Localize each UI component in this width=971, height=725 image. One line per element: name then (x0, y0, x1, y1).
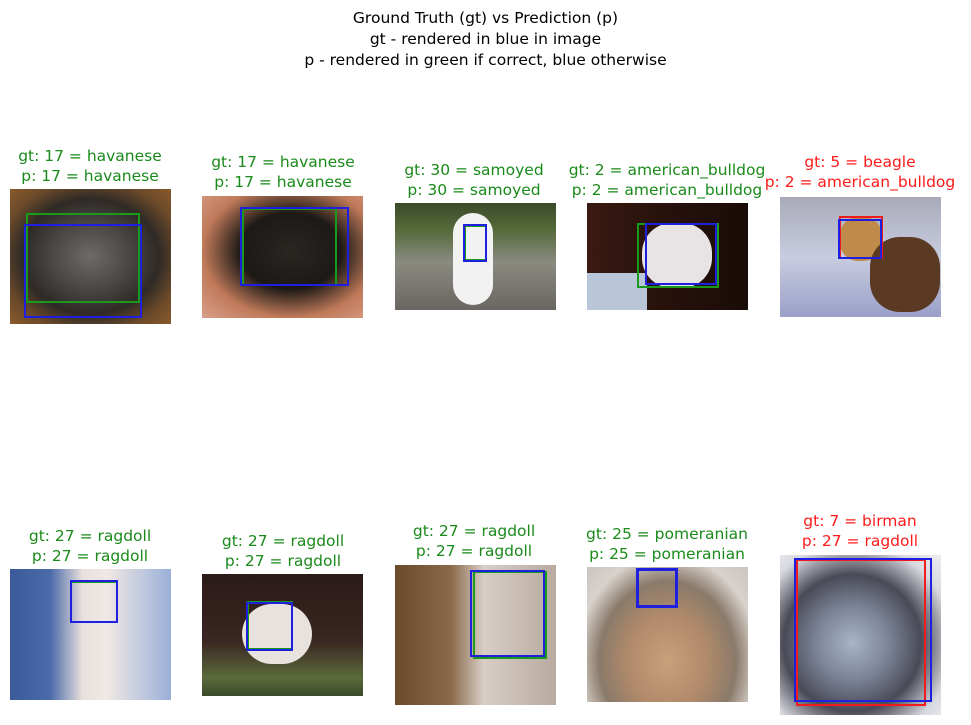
caption: gt: 17 = havanese p: 17 = havanese (173, 152, 393, 192)
pred-label: p: 17 = havanese (21, 167, 159, 185)
pred-box (796, 559, 926, 706)
cat-photo (202, 574, 363, 696)
caption: gt: 27 = ragdoll p: 27 = ragdoll (0, 526, 200, 566)
caption: gt: 2 = american_bulldog p: 2 = american… (557, 160, 777, 200)
gt-label: gt: 7 = birman (803, 512, 917, 530)
pred-label: p: 27 = ragdoll (801, 532, 919, 550)
title-line-3: p - rendered in green if correct, blue o… (304, 51, 667, 69)
pred-label: p: 17 = havanese (214, 173, 352, 191)
gt-label: gt: 17 = havanese (211, 153, 355, 171)
pred-box (26, 213, 140, 303)
gt-box (463, 224, 487, 262)
pred-label: p: 27 = ragdoll (31, 547, 149, 565)
gt-box (246, 602, 293, 651)
caption: gt: 7 = birman p: 27 = ragdoll (750, 511, 970, 551)
caption: gt: 17 = havanese p: 17 = havanese (0, 146, 200, 186)
pred-label: p: 27 = ragdoll (415, 542, 533, 560)
caption: gt: 30 = samoyed p: 30 = samoyed (364, 160, 584, 200)
gt-label: gt: 17 = havanese (18, 147, 162, 165)
gt-box (240, 207, 349, 286)
gt-box (70, 580, 118, 623)
gt-box (838, 219, 882, 259)
gt-label: gt: 27 = ragdoll (221, 532, 345, 550)
caption: gt: 27 = ragdoll p: 27 = ragdoll (173, 531, 393, 571)
pred-label: p: 2 = american_bulldog (571, 181, 763, 199)
figure-title: Ground Truth (gt) vs Prediction (p) gt -… (0, 8, 971, 71)
caption: gt: 25 = pomeranian p: 25 = pomeranian (557, 524, 777, 564)
caption: gt: 27 = ragdoll p: 27 = ragdoll (364, 521, 584, 561)
gt-box (24, 224, 142, 318)
pred-label: p: 2 = american_bulldog (764, 173, 956, 191)
pred-box (473, 571, 547, 659)
gt-label: gt: 30 = samoyed (404, 161, 544, 179)
cat-photo (395, 565, 556, 705)
gt-box (636, 568, 678, 608)
title-line-2: gt - rendered in blue in image (369, 30, 602, 48)
dog-photo (395, 203, 556, 310)
gt-box (470, 570, 545, 657)
dog-photo (587, 203, 748, 310)
dog-photo (10, 189, 171, 324)
gt-label: gt: 2 = american_bulldog (568, 161, 766, 179)
gt-box (645, 223, 717, 285)
pred-label: p: 30 = samoyed (407, 181, 541, 199)
dog-photo (780, 197, 941, 317)
dog-photo (202, 196, 363, 318)
pred-label: p: 25 = pomeranian (589, 545, 745, 563)
gt-label: gt: 25 = pomeranian (586, 525, 748, 543)
pred-label: p: 27 = ragdoll (224, 552, 342, 570)
gt-box (794, 558, 932, 702)
gt-label: gt: 5 = beagle (804, 153, 916, 171)
cat-photo (780, 555, 941, 715)
title-line-1: Ground Truth (gt) vs Prediction (p) (352, 9, 619, 27)
dog-photo (587, 567, 748, 702)
gt-label: gt: 27 = ragdoll (412, 522, 536, 540)
caption: gt: 5 = beagle p: 2 = american_bulldog (750, 152, 970, 192)
gt-label: gt: 27 = ragdoll (28, 527, 152, 545)
cat-photo (10, 569, 171, 700)
